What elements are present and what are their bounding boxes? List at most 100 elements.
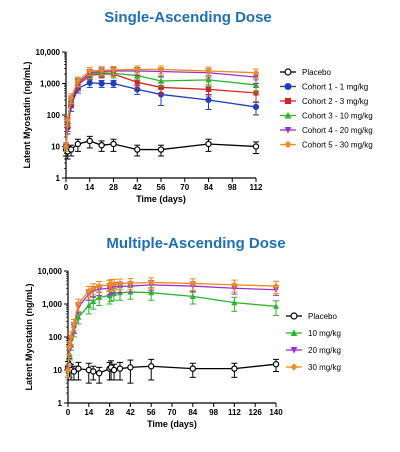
data-point xyxy=(189,293,196,299)
x-tick-label: 84 xyxy=(188,408,197,417)
data-point xyxy=(86,79,93,86)
data-point xyxy=(252,103,260,111)
data-point xyxy=(67,146,75,153)
x-tick-label: 56 xyxy=(147,408,156,417)
data-point xyxy=(116,365,124,372)
y-tick-label: 100 xyxy=(47,111,61,120)
x-tick-label: 42 xyxy=(126,408,135,417)
legend-label: Cohort 3 - 10 mg/kg xyxy=(302,112,373,121)
x-tick-label: 14 xyxy=(85,183,94,192)
data-point xyxy=(70,320,77,328)
data-point xyxy=(231,281,238,289)
y-tick-label: 100 xyxy=(49,333,63,342)
legend-marker xyxy=(284,68,292,76)
data-point xyxy=(65,366,71,374)
data-point xyxy=(189,365,196,372)
data-point xyxy=(98,141,105,149)
data-point xyxy=(147,363,155,370)
legend-label: Cohort 1 - 1 mg/kg xyxy=(302,83,368,92)
y-axis-label: Latent Myostatin (ng/mL) xyxy=(24,284,34,391)
x-tick-label: 70 xyxy=(180,183,189,192)
legend-label: Cohort 5 - 30 mg/kg xyxy=(302,141,373,150)
legend-item: Cohort 1 - 1 mg/kg xyxy=(280,83,368,92)
data-point xyxy=(75,300,82,308)
data-point xyxy=(64,116,71,124)
data-point xyxy=(127,279,134,287)
y-tick-label: 10 xyxy=(51,143,60,152)
data-point xyxy=(189,280,196,287)
data-point xyxy=(134,146,141,153)
legend-marker xyxy=(290,312,298,320)
legend-label: 30 mg/kg xyxy=(308,363,341,372)
legend-item: Cohort 4 - 20 mg/kg xyxy=(280,126,373,135)
x-tick-label: 112 xyxy=(250,183,263,192)
x-tick-label: 112 xyxy=(228,408,241,417)
data-point xyxy=(111,280,118,287)
data-point xyxy=(75,313,82,320)
data-point xyxy=(86,67,93,75)
y-tick-label: 1,000 xyxy=(42,300,63,309)
data-point xyxy=(205,96,212,104)
data-point xyxy=(272,360,280,368)
data-point xyxy=(231,365,238,372)
y-axis-label: Latent Myostatin (ng/mL) xyxy=(22,62,32,169)
legend-marker xyxy=(290,329,298,336)
y-tick-label: 10 xyxy=(53,366,62,375)
data-point xyxy=(110,80,117,87)
data-point xyxy=(96,294,103,300)
series-3 xyxy=(65,277,279,378)
legend-item: 10 mg/kg xyxy=(286,329,341,338)
data-point xyxy=(134,66,141,73)
legend-label: 20 mg/kg xyxy=(308,346,341,355)
y-tick-label: 10,000 xyxy=(38,267,63,276)
data-point xyxy=(75,365,82,372)
series-0 xyxy=(64,358,280,384)
legend-item: Placebo xyxy=(280,68,331,77)
data-point xyxy=(90,285,97,292)
data-point xyxy=(117,280,123,287)
data-point xyxy=(252,143,260,150)
data-point xyxy=(127,364,134,371)
legend-item: Cohort 5 - 30 mg/kg xyxy=(280,141,373,150)
data-point xyxy=(273,282,279,290)
legend: Placebo Cohort 1 - 1 mg/kg Cohort 2 - 3 mg… xyxy=(280,68,373,150)
legend-item: Cohort 2 - 3 mg/kg xyxy=(280,97,368,106)
legend-marker xyxy=(284,111,292,119)
legend-item: 20 mg/kg xyxy=(286,346,341,355)
y-tick-label: 10,000 xyxy=(36,48,61,57)
data-point xyxy=(253,81,259,88)
data-point xyxy=(70,368,78,375)
x-tick-label: 70 xyxy=(168,408,177,417)
data-point xyxy=(90,298,97,304)
legend-marker xyxy=(284,127,292,134)
legend-marker xyxy=(290,347,298,354)
x-tick-label: 28 xyxy=(109,183,118,192)
x-tick-label: 98 xyxy=(209,408,218,417)
data-point xyxy=(148,289,155,296)
data-point xyxy=(148,279,155,286)
data-point xyxy=(205,76,212,83)
legend-label: Placebo xyxy=(302,68,331,77)
data-point xyxy=(74,77,81,85)
data-point xyxy=(110,366,118,374)
legend-label: Placebo xyxy=(308,312,337,321)
y-tick-label: 1 xyxy=(56,174,61,183)
data-point xyxy=(253,69,259,76)
x-tick-label: 56 xyxy=(157,183,166,192)
data-point xyxy=(90,368,97,375)
data-point xyxy=(68,94,75,102)
data-point xyxy=(158,77,164,84)
legend-label: Cohort 2 - 3 mg/kg xyxy=(302,97,368,106)
data-point xyxy=(96,282,103,290)
chart-title-single-ascending-dose: Single-Ascending Dose xyxy=(104,9,272,26)
chart-single-ascending-dose: 1 10 100 1,000 10,000 0 14 28 42 56 70 84 98 112 Time … xyxy=(22,48,373,204)
data-point xyxy=(158,84,164,91)
x-tick-label: 140 xyxy=(269,408,283,417)
data-point xyxy=(205,86,212,92)
data-point xyxy=(66,343,73,351)
data-point xyxy=(158,66,164,73)
y-tick-label: 1 xyxy=(58,399,63,408)
legend-marker xyxy=(290,363,298,371)
data-point xyxy=(85,302,92,309)
